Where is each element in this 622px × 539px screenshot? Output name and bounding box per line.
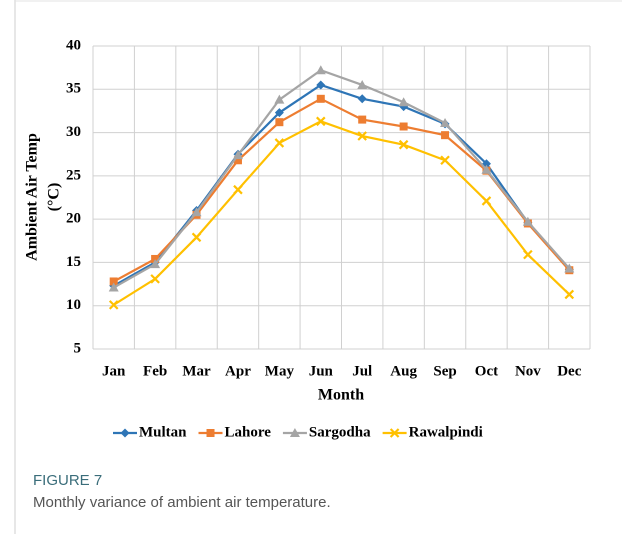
point bbox=[316, 80, 326, 90]
point bbox=[108, 282, 119, 292]
point bbox=[398, 139, 409, 150]
x-axis-label: Month bbox=[318, 387, 364, 404]
x-tick-label: Jul bbox=[352, 363, 372, 379]
point bbox=[316, 94, 325, 103]
point bbox=[150, 259, 161, 269]
y-tick-label: 20 bbox=[66, 211, 81, 227]
point bbox=[398, 97, 409, 107]
x-tick-label: May bbox=[265, 363, 295, 379]
point bbox=[481, 164, 492, 174]
y-axis-label: (°C) bbox=[46, 183, 63, 212]
legend-marker bbox=[389, 428, 400, 438]
point bbox=[108, 300, 119, 310]
legend-label: Multan bbox=[139, 424, 187, 440]
point bbox=[233, 184, 243, 195]
point bbox=[522, 216, 533, 226]
point bbox=[191, 232, 202, 243]
point bbox=[315, 65, 326, 75]
figure-caption: Monthly variance of ambient air temperat… bbox=[33, 494, 331, 511]
y-tick-label: 15 bbox=[66, 254, 81, 270]
x-tick-label: Apr bbox=[225, 363, 251, 379]
legend-label: Sargodha bbox=[309, 424, 371, 440]
point bbox=[150, 274, 160, 284]
point bbox=[232, 150, 243, 160]
y-tick-label: 35 bbox=[66, 81, 81, 97]
point bbox=[440, 118, 451, 128]
point bbox=[274, 108, 284, 118]
point bbox=[151, 254, 160, 263]
point bbox=[191, 207, 202, 217]
x-tick-label: Aug bbox=[390, 363, 417, 379]
x-tick-label: Mar bbox=[182, 363, 211, 379]
legend-label: Rawalpindi bbox=[409, 424, 483, 440]
point bbox=[275, 118, 284, 127]
point bbox=[564, 263, 575, 273]
y-tick-label: 25 bbox=[66, 167, 81, 183]
point bbox=[357, 79, 368, 89]
point bbox=[564, 289, 575, 300]
legend-marker bbox=[120, 428, 130, 438]
point bbox=[316, 116, 326, 127]
point bbox=[481, 196, 492, 206]
point bbox=[274, 138, 285, 148]
point bbox=[109, 277, 118, 286]
point bbox=[399, 122, 408, 131]
y-axis-label: Ambient Air Temp bbox=[24, 133, 41, 261]
series-line bbox=[113, 120, 571, 306]
point bbox=[233, 156, 242, 165]
point bbox=[441, 131, 450, 140]
point bbox=[358, 115, 367, 124]
legend-marker bbox=[289, 428, 300, 437]
x-tick-label: Feb bbox=[143, 363, 167, 379]
x-tick-label: Dec bbox=[557, 363, 581, 379]
y-tick-label: 5 bbox=[74, 340, 82, 356]
x-tick-label: Sep bbox=[433, 363, 456, 379]
point bbox=[357, 131, 367, 141]
x-tick-label: Nov bbox=[515, 363, 541, 379]
point bbox=[440, 155, 450, 166]
y-tick-label: 40 bbox=[66, 37, 81, 53]
point bbox=[357, 94, 367, 104]
legend-label: Lahore bbox=[225, 424, 272, 440]
point bbox=[274, 94, 285, 104]
series-line bbox=[113, 69, 571, 289]
legend-marker bbox=[206, 429, 215, 437]
point bbox=[523, 249, 533, 260]
y-tick-label: 30 bbox=[66, 124, 81, 140]
x-tick-label: Jun bbox=[309, 363, 334, 379]
x-tick-label: Jan bbox=[102, 363, 126, 379]
figure-label: FIGURE 7 bbox=[33, 472, 102, 489]
y-tick-label: 10 bbox=[66, 297, 81, 313]
x-tick-label: Oct bbox=[475, 363, 498, 379]
